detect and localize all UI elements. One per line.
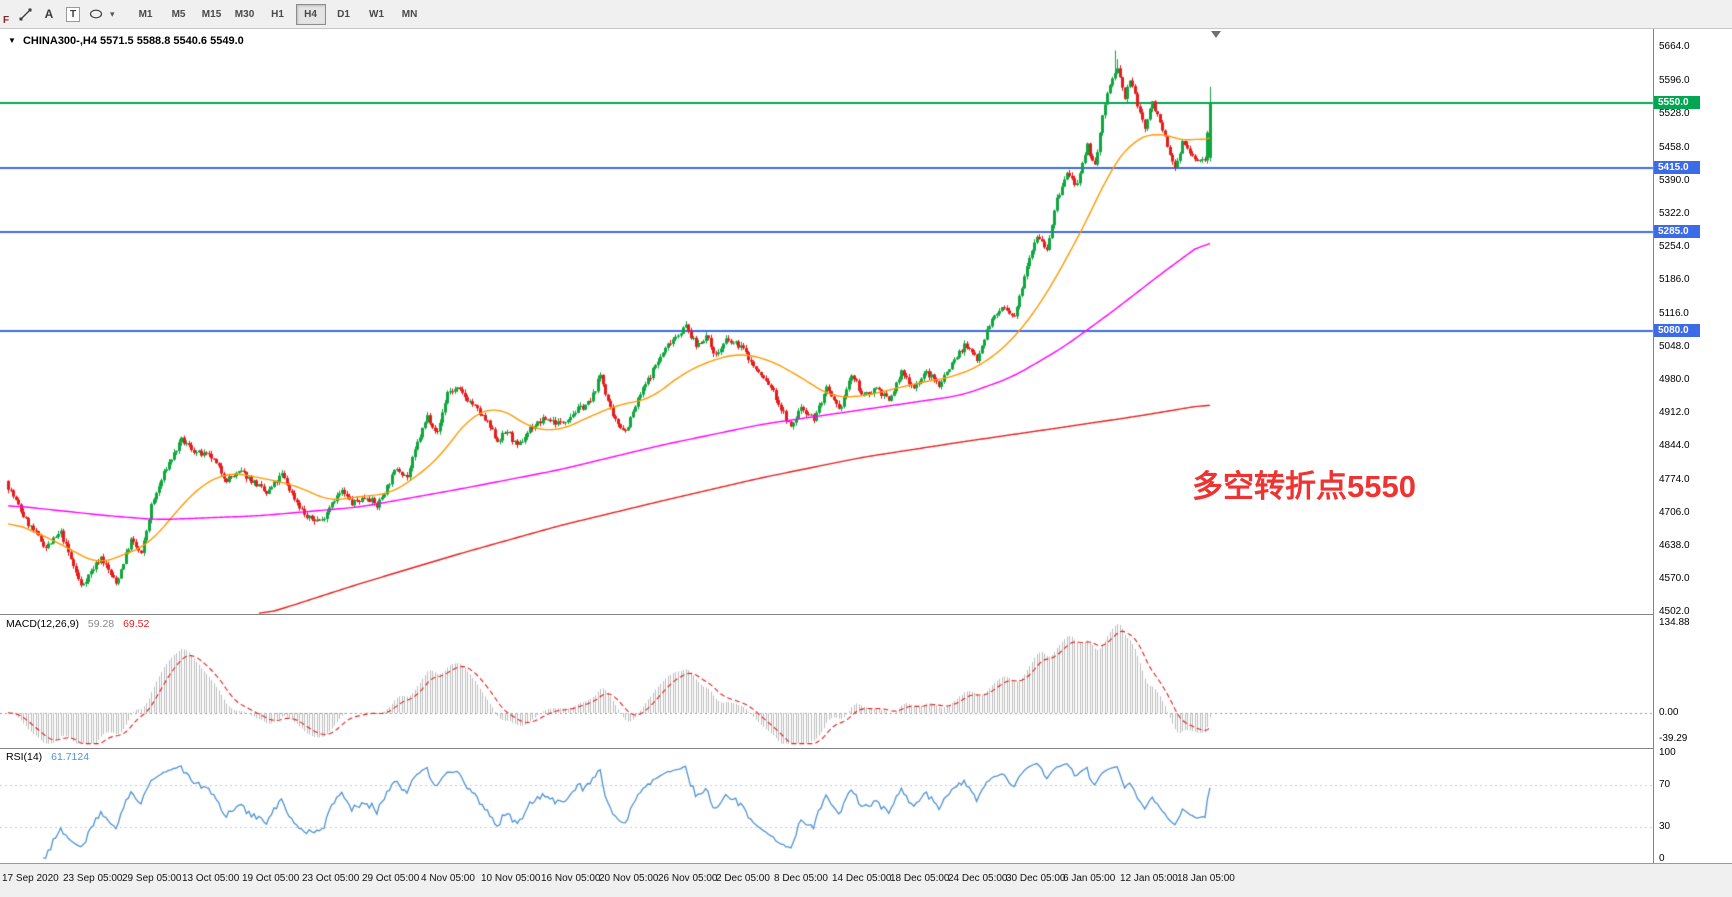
time-axis-label: 10 Nov 05:00	[481, 873, 541, 884]
time-axis-label: 13 Oct 05:00	[182, 873, 240, 884]
price-axis-tick: 5254.0	[1659, 240, 1690, 252]
price-axis-tick: 5116.0	[1659, 307, 1689, 319]
timeframe-button-w1[interactable]: W1	[369, 8, 385, 20]
time-axis-label: 20 Nov 05:00	[599, 873, 659, 884]
time-axis-label: 23 Sep 05:00	[63, 873, 123, 884]
time-axis-label: 16 Nov 05:00	[541, 873, 601, 884]
toolbar-corner-label: F	[3, 15, 10, 26]
price-axis-tick: 4570.0	[1659, 572, 1690, 584]
price-axis-tick: 5322.0	[1659, 207, 1690, 219]
macd-signal-value: 69.52	[123, 618, 150, 630]
price-level-badge: 5080.0	[1654, 324, 1700, 338]
time-axis-label: 14 Dec 05:00	[832, 873, 892, 884]
panel-separator-rsi[interactable]	[0, 748, 1732, 749]
price-axis-tick: 5186.0	[1659, 273, 1690, 285]
price-axis-tick: 5664.0	[1659, 41, 1690, 53]
time-axis-label: 12 Jan 05:00	[1120, 873, 1178, 884]
text-tool-icon: A	[44, 7, 54, 21]
chart-title-expand-icon[interactable]: ▼	[8, 36, 16, 45]
timeframe-button-m30[interactable]: M30	[234, 8, 255, 20]
price-axis-tick: 5048.0	[1659, 340, 1690, 352]
time-axis-label: 2 Dec 05:00	[716, 873, 770, 884]
time-axis-label: 19 Oct 05:00	[242, 873, 300, 884]
price-axis-tick: 4706.0	[1659, 506, 1690, 518]
price-axis[interactable]: 5664.0 5596.0 5528.0 5458.0 5390.0 5322.0 5254…	[1654, 29, 1732, 864]
chart-ohlc-title: ▼ CHINA300-,H4 5571.5 5588.8 5540.6 5549…	[8, 35, 244, 47]
price-level-badge: 5285.0	[1654, 224, 1700, 238]
label-tool-icon: T	[65, 6, 81, 22]
price-axis-tick: 5458.0	[1659, 141, 1690, 153]
macd-axis-label: 0.00	[1659, 706, 1679, 718]
panel-separator-macd[interactable]	[0, 614, 1732, 615]
chart-title-text: CHINA300-,H4 5571.5 5588.8 5540.6 5549.0	[22, 35, 244, 47]
price-axis-tick: 4844.0	[1659, 439, 1690, 451]
time-axis-label: 17 Sep 2020	[2, 873, 59, 884]
price-level-badge: 5415.0	[1654, 161, 1700, 175]
shapes-dropdown-caret[interactable]: ▾	[110, 8, 115, 19]
macd-main-value: 59.28	[87, 618, 115, 630]
time-axis-label: 30 Dec 05:00	[1006, 873, 1066, 884]
price-axis-tick: 5390.0	[1659, 174, 1690, 186]
macd-axis-label: 134.88	[1659, 616, 1690, 628]
price-axis-tick: 4980.0	[1659, 373, 1690, 385]
price-axis-tick: 4502.0	[1659, 606, 1690, 617]
price-axis-tick: 4638.0	[1659, 539, 1690, 551]
macd-name: MACD(12,26,9)	[6, 618, 79, 630]
rsi-name: RSI(14)	[6, 751, 43, 763]
time-axis-label: 8 Dec 05:00	[774, 873, 828, 884]
macd-axis-label: -39.29	[1659, 733, 1688, 745]
price-axis-tick: 5528.0	[1659, 107, 1690, 119]
text-tool-button[interactable]: A	[38, 4, 60, 25]
rsi-value: 61.7124	[51, 751, 90, 763]
time-axis-label: 24 Dec 05:00	[948, 873, 1008, 884]
rsi-axis-label: 30	[1659, 821, 1671, 833]
price-axis-tick: 5596.0	[1659, 74, 1690, 86]
toolbar: F A T ▾ M1 M5 M15 M30 H1 H4 D1 W1 MN	[0, 0, 1732, 29]
timeframe-button-m1[interactable]: M1	[138, 8, 153, 20]
timeframe-button-h4[interactable]: H4	[295, 3, 326, 25]
price-axis-tick: 4774.0	[1659, 473, 1690, 485]
shapes-icon	[89, 9, 103, 19]
timeframe-button-h1[interactable]: H1	[271, 8, 284, 20]
chart-shift-marker[interactable]	[1211, 31, 1221, 38]
rsi-indicator-label: RSI(14) 61.7124	[6, 751, 89, 763]
time-axis-label: 4 Nov 05:00	[421, 873, 475, 884]
price-axis-border	[1653, 29, 1654, 863]
time-axis-label: 6 Jan 05:00	[1063, 873, 1116, 884]
time-axis[interactable]: 17 Sep 2020 23 Sep 05:00 29 Sep 05:00 13 Oc…	[0, 863, 1732, 897]
time-axis-label: 18 Jan 05:00	[1177, 873, 1235, 884]
time-axis-label: 23 Oct 05:00	[302, 873, 360, 884]
price-axis-tick: 4912.0	[1659, 406, 1690, 418]
timeframe-button-mn[interactable]: MN	[401, 8, 418, 20]
time-axis-label: 26 Nov 05:00	[658, 873, 718, 884]
price-level-badge: 5550.0	[1654, 95, 1700, 109]
macd-indicator-label: MACD(12,26,9) 59.28 69.52	[6, 618, 149, 630]
trendline-tool-button[interactable]	[14, 4, 36, 25]
time-axis-label: 18 Dec 05:00	[890, 873, 950, 884]
rsi-axis-label: 0	[1659, 853, 1665, 864]
drawing-tools-group: A T ▾	[14, 4, 123, 25]
rsi-axis-label: 100	[1659, 747, 1676, 758]
trendline-icon	[19, 8, 31, 20]
time-axis-label: 29 Oct 05:00	[362, 873, 420, 884]
time-axis-label: 29 Sep 05:00	[122, 873, 182, 884]
timeframe-button-d1[interactable]: D1	[337, 8, 350, 20]
shapes-tool-button[interactable]	[86, 4, 108, 25]
rsi-axis-label: 70	[1659, 778, 1671, 790]
timeframe-button-m5[interactable]: M5	[171, 8, 186, 20]
chart-annotation: 多空转折点5550	[1192, 469, 1416, 504]
label-tool-button[interactable]: T	[62, 4, 84, 25]
timeframe-group: M1 M5 M15 M30 H1 H4 D1 W1 MN	[131, 3, 428, 25]
timeframe-button-m15[interactable]: M15	[201, 8, 222, 20]
